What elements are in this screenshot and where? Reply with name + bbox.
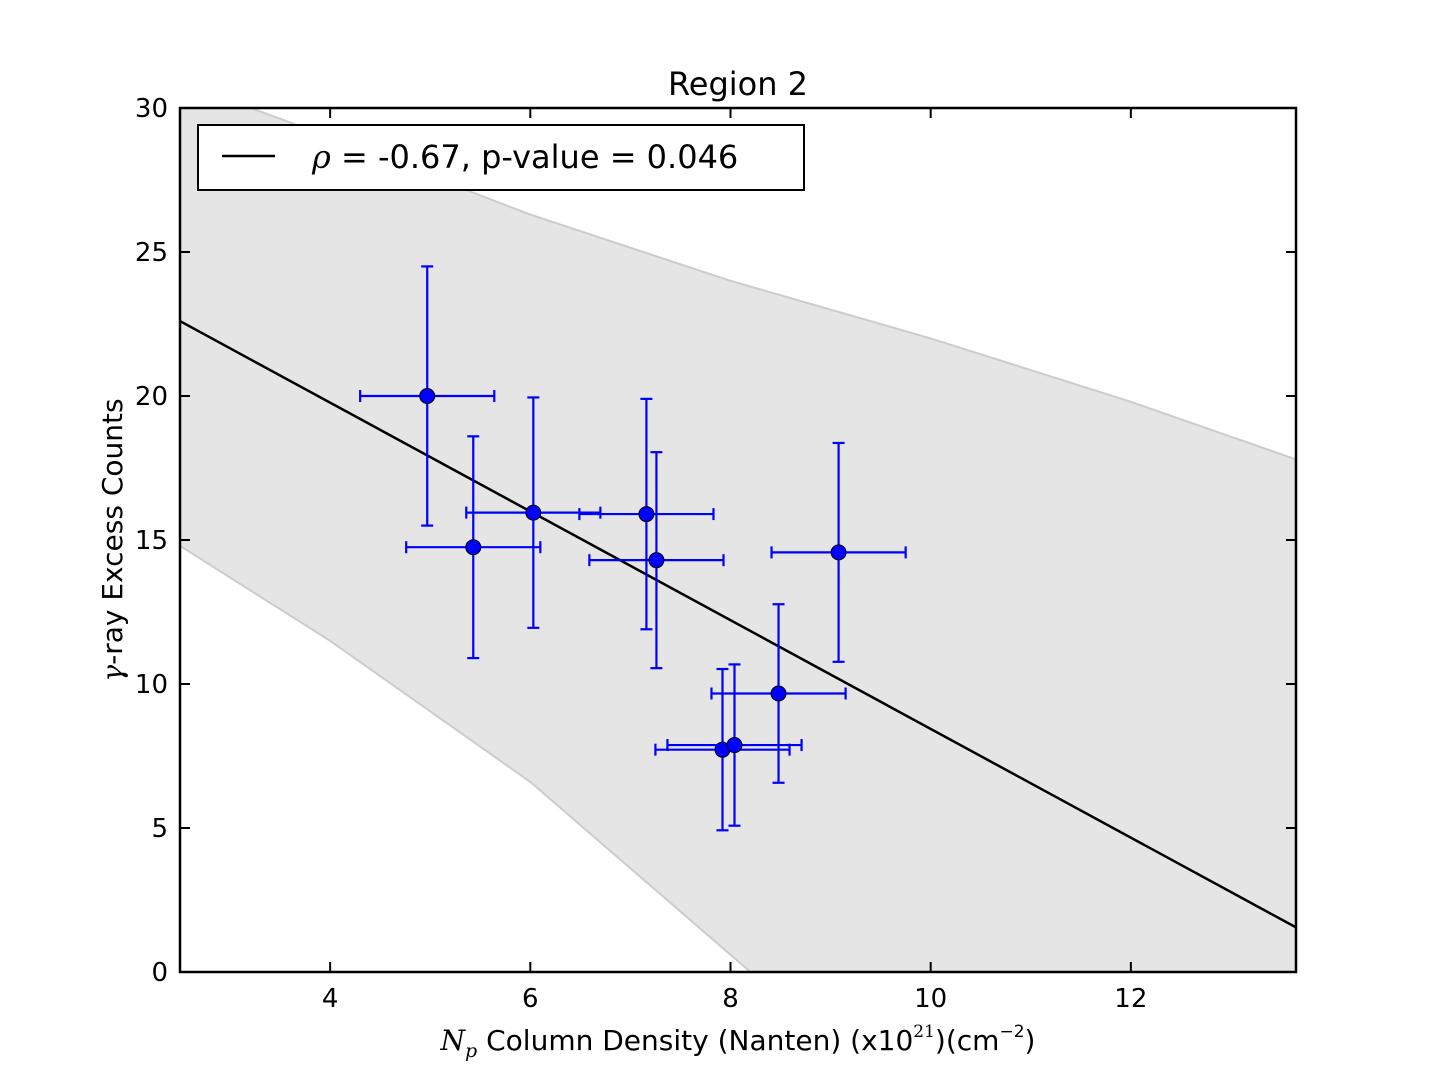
y-axis-label: γ-ray Excess Counts bbox=[96, 398, 129, 681]
y-label-text: -ray Excess Counts bbox=[96, 398, 129, 664]
legend-box bbox=[197, 124, 805, 191]
y-tick-label: 25 bbox=[135, 238, 168, 268]
confidence-band-lower-edge bbox=[180, 544, 752, 972]
x-label-mid: )(cm bbox=[935, 1024, 1000, 1057]
x-axis-label: Np Column Density (Nanten) (x1021)(cm−2) bbox=[440, 1022, 1036, 1062]
x-tick-label: 10 bbox=[914, 984, 947, 1014]
data-marker bbox=[830, 544, 847, 561]
y-tick-label: 30 bbox=[135, 94, 168, 124]
y-axis-ticks: 0 5 10 15 20 25 30 bbox=[135, 94, 1296, 988]
data-point-1 bbox=[359, 265, 496, 527]
y-tick-label: 20 bbox=[135, 382, 168, 412]
y-tick-label: 5 bbox=[151, 814, 168, 844]
data-point-9 bbox=[666, 663, 803, 827]
x-axis-ticks: 4 6 8 10 12 bbox=[322, 108, 1147, 1014]
plot-area bbox=[180, 108, 1296, 972]
data-marker bbox=[465, 539, 482, 556]
data-marker bbox=[638, 506, 655, 523]
x-label-subscript: p bbox=[465, 1040, 477, 1062]
data-marker bbox=[770, 685, 787, 702]
data-marker bbox=[419, 388, 436, 404]
x-tick-label: 8 bbox=[722, 984, 739, 1014]
data-marker bbox=[726, 737, 743, 754]
y-tick-label: 10 bbox=[135, 670, 168, 700]
x-label-exponent-1: 21 bbox=[913, 1022, 935, 1042]
x-tick-label: 12 bbox=[1114, 984, 1147, 1014]
data-point-3 bbox=[465, 396, 602, 629]
regression-fit-line bbox=[180, 320, 1296, 929]
data-point-5 bbox=[588, 451, 725, 670]
x-tick-label: 4 bbox=[322, 984, 339, 1014]
legend-label: ρ = -0.67, p-value = 0.046 bbox=[311, 138, 738, 176]
legend: ρ = -0.67, p-value = 0.046 bbox=[197, 124, 805, 191]
x-tick-label: 6 bbox=[522, 984, 539, 1014]
legend-text: = -0.67, p-value = 0.046 bbox=[331, 138, 738, 176]
confidence-band-upper-edge bbox=[247, 108, 1296, 461]
data-point-4 bbox=[578, 397, 715, 631]
x-label-end: ) bbox=[1025, 1024, 1036, 1057]
x-label-exponent-2: −2 bbox=[999, 1022, 1024, 1042]
y-tick-label: 0 bbox=[151, 958, 168, 988]
x-label-text: Column Density (Nanten) (x10 bbox=[477, 1024, 913, 1057]
x-label-symbol: N bbox=[440, 1024, 467, 1057]
confidence-band bbox=[180, 108, 1296, 972]
data-points bbox=[359, 265, 907, 832]
data-marker bbox=[525, 504, 542, 521]
data-point-2 bbox=[405, 435, 542, 660]
data-point-6 bbox=[770, 441, 907, 663]
chart-title: Region 2 bbox=[668, 65, 808, 103]
legend-rho-symbol: ρ bbox=[311, 138, 331, 176]
y-label-symbol: γ bbox=[96, 665, 129, 682]
y-tick-label: 15 bbox=[135, 526, 168, 556]
data-marker bbox=[648, 552, 665, 569]
